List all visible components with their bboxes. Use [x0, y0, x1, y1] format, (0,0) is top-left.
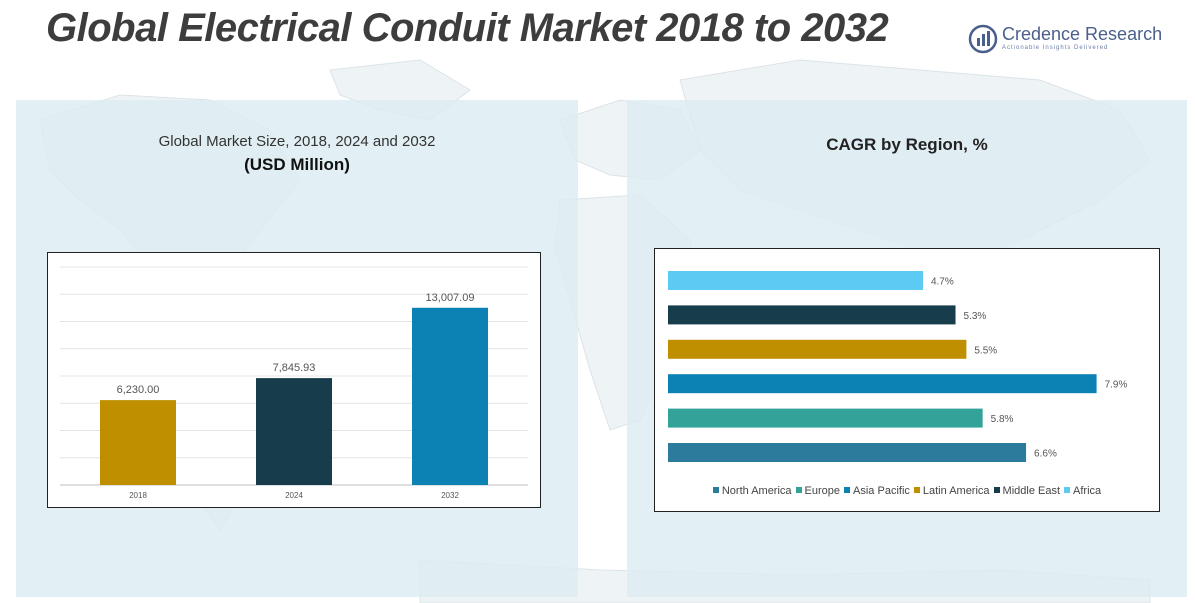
logo-tagline: Actionable Insights Delivered	[1002, 45, 1109, 51]
legend-swatch-middle-east	[993, 487, 1000, 494]
legend-swatch-asia-pacific	[844, 487, 851, 494]
legend-label-africa: Africa	[1073, 485, 1102, 497]
bar-2032	[412, 307, 488, 485]
bar-latin-america	[668, 339, 967, 359]
legend-label-middle-east: Middle East	[1002, 485, 1061, 497]
cagr-chart-frame: 4.7% 5.3% 5.5% 7.9% 5.8% 6.6%	[654, 248, 1160, 512]
market-size-unit: (USD Million)	[244, 155, 350, 174]
legend-item-asia-pacific: Asia Pacific	[844, 485, 910, 497]
cagr-title: CAGR by Region, %	[826, 135, 988, 154]
legend-item-europe: Europe	[795, 485, 841, 497]
market-size-bar-chart: 6,230.00 2018 7,845.93 2024 13,007.09 2032	[60, 266, 528, 500]
bar-value-label-middle-east: 5.3%	[964, 311, 987, 322]
market-size-title: Global Market Size, 2018, 2024 and 2032	[158, 133, 436, 150]
legend-label-europe: Europe	[804, 485, 841, 497]
legend-swatch-europe	[795, 487, 802, 494]
bar-2024	[256, 378, 332, 485]
bar-north-america	[668, 443, 1027, 462]
bar-middle-east	[668, 305, 956, 325]
bar-value-label-europe: 5.8%	[991, 414, 1014, 425]
bar-value-label-latin-america: 5.5%	[974, 345, 997, 356]
legend-item-north-america: North America	[712, 485, 792, 497]
bar-value-label-2018: 6,230.00	[117, 384, 160, 396]
logo-icon	[968, 24, 998, 54]
bar-asia-pacific	[668, 374, 1097, 394]
logo-name: Credence Research	[1002, 24, 1163, 44]
bar-value-label-2024: 7,845.93	[273, 362, 316, 374]
market-size-chart-frame: 6,230.00 2018 7,845.93 2024 13,007.09 2032	[47, 252, 541, 508]
legend-item-middle-east: Middle East	[993, 485, 1061, 497]
legend-item-africa: Africa	[1064, 485, 1101, 497]
legend-swatch-north-america	[712, 487, 719, 494]
cagr-bar-chart: 4.7% 5.3% 5.5% 7.9% 5.8% 6.6%	[668, 271, 1128, 462]
legend-label-asia-pacific: Asia Pacific	[853, 485, 910, 497]
brand-logo: Credence Research Actionable Insights De…	[968, 22, 1168, 58]
x-tick-label-2024: 2024	[285, 491, 303, 500]
cagr-legend: North America Europe Asia Pacific Latin Ame…	[656, 485, 1158, 497]
x-tick-label-2018: 2018	[129, 491, 147, 500]
x-tick-label-2032: 2032	[441, 491, 459, 500]
legend-item-latin-america: Latin America	[913, 485, 990, 497]
legend-swatch-africa	[1064, 487, 1071, 494]
bar-value-label-2032: 13,007.09	[426, 292, 475, 304]
legend-label-latin-america: Latin America	[922, 485, 990, 497]
bar-value-label-africa: 4.7%	[931, 277, 954, 288]
bar-2018	[100, 400, 176, 485]
page-title: Global Electrical Conduit Market 2018 to…	[46, 6, 889, 50]
bar-value-label-asia-pacific: 7.9%	[1105, 380, 1128, 391]
legend-label-north-america: North America	[721, 485, 792, 497]
legend-swatch-latin-america	[913, 487, 920, 494]
bar-europe	[668, 408, 983, 428]
bar-value-label-north-america: 6.6%	[1034, 449, 1057, 460]
bar-africa	[668, 271, 923, 290]
